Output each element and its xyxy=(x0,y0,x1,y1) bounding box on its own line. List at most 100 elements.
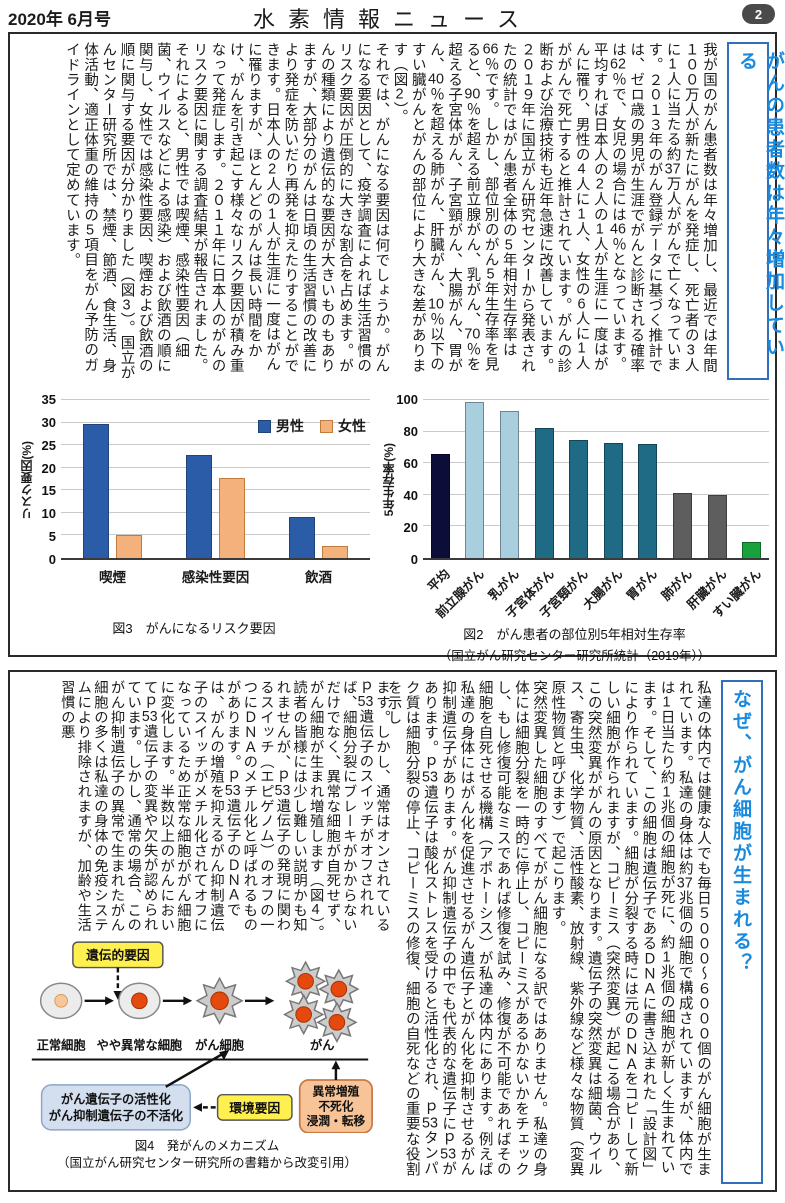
top-headline-box: がんの患者数は年々増加している xyxy=(727,42,785,380)
bar xyxy=(672,493,692,558)
x-axis-label: 感染性要因 xyxy=(181,570,250,585)
y-axis-tick: 60 xyxy=(403,456,418,471)
fig2-y-axis-ticks: 0 20 40 60 80 100 xyxy=(396,392,423,567)
carcinogenesis-diagram: 遺伝的要因 xyxy=(31,941,373,1134)
bar xyxy=(707,494,727,558)
bar xyxy=(534,428,554,558)
bottom-headline-box: なぜ、がん細胞が生まれる？ xyxy=(721,680,763,1184)
gridline xyxy=(61,421,370,423)
fig2-x-axis-labels: 平均 前立腺がん 乳がん 子宮体がん 子宮頸がん 大腸がん 胃がん 肺がん 肝臓がん すい臓がん xyxy=(423,560,769,622)
bar-group xyxy=(534,400,554,558)
page-header: 2020年 6月号 水素情報ニュース 2 xyxy=(0,0,785,32)
gridline xyxy=(423,399,769,400)
y-axis-tick: 20 xyxy=(403,520,418,535)
normal-cell-nucleus xyxy=(54,993,68,1008)
gridline xyxy=(61,444,370,446)
top-article-section: 我が国のがん患者数は年々増加し、最近では年間１００万人が新たにがんを発症し、死亡… xyxy=(8,32,785,663)
gridline xyxy=(423,525,769,527)
gridline xyxy=(61,399,370,400)
figure2-survival-rate-chart: 5年生存率(%) 0 20 40 60 80 100 平均 前立腺がん 乳がん 子宮体がん 子宮頸… xyxy=(380,392,769,664)
abnormal-growth-line1: 異常増殖 xyxy=(312,1085,359,1099)
genetic-factor-box xyxy=(72,941,164,969)
bar xyxy=(219,477,245,558)
bar-group xyxy=(638,400,658,558)
genetic-factor-label: 遺伝的要因 xyxy=(85,948,150,963)
abnormal-growth-line3: 浸潤・転移 xyxy=(307,1114,366,1128)
gridline xyxy=(61,489,370,491)
legend-item: 女性 xyxy=(320,416,366,436)
bar xyxy=(499,411,519,558)
cancer-cluster-nucleus xyxy=(295,1006,312,1023)
fig2-y-axis-title: 5年生存率(%) xyxy=(381,443,396,517)
bar-group xyxy=(465,400,485,558)
bar xyxy=(322,546,348,558)
bar-group xyxy=(569,400,589,558)
x-axis-label: すい臓がん xyxy=(710,566,765,621)
bar xyxy=(116,534,142,558)
bottom-paragraph-2b: ます。しかし、通常はオンされているｐ53遺伝子のスイッチがオフされれば、細胞分裂… xyxy=(307,680,390,940)
bar xyxy=(83,423,109,558)
bar xyxy=(569,439,589,558)
arrowhead xyxy=(219,1049,230,1060)
arrow-to-cancer-cell xyxy=(165,1053,223,1088)
fig2-caption: 図2 がん患者の部位別5年相対生存率 xyxy=(463,627,686,642)
gridline xyxy=(423,430,769,432)
arrowhead xyxy=(183,996,193,1006)
figure4-diagram: 遺伝的要因 xyxy=(24,940,390,1172)
gene-activation-line2: がん抑制遺伝子の不活化 xyxy=(49,1108,184,1123)
fig3-legend: 男性 女性 xyxy=(258,416,366,436)
bar xyxy=(638,444,658,558)
fig4-caption-line1: 図4 発がんのメカニズム xyxy=(134,1139,280,1153)
bar-group xyxy=(499,400,519,558)
bar xyxy=(603,442,623,558)
y-axis-tick: 100 xyxy=(396,392,418,407)
cancer-cell-nucleus xyxy=(210,991,229,1011)
cancer-label: がん xyxy=(310,1038,334,1053)
gridline xyxy=(61,534,370,536)
bar-group xyxy=(603,400,623,558)
gridline xyxy=(61,466,370,468)
bottom-article-section: ます。しかし、通常はオンされているｐ53遺伝子のスイッチがオフされれば、細胞分裂… xyxy=(8,670,777,1192)
legend-item: 男性 xyxy=(258,416,304,436)
y-axis-tick: 5 xyxy=(48,529,56,545)
fig4-caption-line2: （国立がん研究センター研究所の書籍から改変引用） xyxy=(56,1155,357,1170)
bar-group xyxy=(83,400,142,558)
legend-swatch xyxy=(320,419,333,433)
normal-cell-label: 正常細胞 xyxy=(37,1038,87,1053)
bar-group xyxy=(672,400,692,558)
cancer-cluster-nucleus xyxy=(330,980,348,998)
environment-factor-label: 環境要因 xyxy=(229,1100,280,1115)
bottom-paragraph-3: 読者の皆様には少し難しい説明かも知れませんが、ｐ53遺伝子の発現に関わるスイッチ… xyxy=(58,680,308,933)
bar-group xyxy=(742,400,762,558)
arrowhead xyxy=(193,1102,202,1112)
y-axis-tick: 35 xyxy=(41,392,56,407)
bottom-headline: なぜ、がん細胞が生まれる？ xyxy=(730,689,752,975)
bar xyxy=(742,542,762,558)
arrowhead xyxy=(105,996,114,1006)
gridline xyxy=(423,462,769,464)
issue-label: 2020年 6月号 xyxy=(8,10,111,29)
gene-activation-box xyxy=(40,1084,191,1131)
gridline xyxy=(61,511,370,513)
top-article-text: 我が国のがん患者数は年々増加し、最近では年間１００万人が新たにがんを発症し、死亡… xyxy=(18,42,718,382)
fig3-y-axis-ticks: 0 5 10 15 20 25 30 35 xyxy=(34,392,61,567)
top-paragraph-2: それでは、がんになる要因は何でしょうか。がんになる要因として、疫学調査によれば生… xyxy=(63,42,390,381)
bar-group xyxy=(186,400,245,558)
y-axis-tick: 15 xyxy=(41,483,56,499)
top-paragraph-1: 我が国のがん患者数は年々増加し、最近では年間１００万人が新たにがんを発症し、死亡… xyxy=(391,42,717,374)
bar xyxy=(430,453,450,558)
arrowhead xyxy=(265,996,275,1006)
y-axis-tick: 20 xyxy=(41,460,56,476)
fig3-caption: 図3 がんになるリスク要因 xyxy=(112,621,276,636)
cancer-cluster-nucleus xyxy=(328,1014,346,1031)
top-headline: がんの患者数は年々増加している xyxy=(736,51,785,359)
fig3-y-axis-title: リスク要因(%) xyxy=(19,440,34,520)
abnormal-cell-nucleus xyxy=(131,992,148,1010)
y-axis-tick: 40 xyxy=(403,488,418,503)
cancer-cell-label: がん細胞 xyxy=(195,1038,245,1053)
abnormal-growth-line2: 不死化 xyxy=(318,1099,353,1113)
bottom-paragraph-1: 私達の体内では健康な人でも毎日５０００～６０００個のがん細胞が生まれています。私… xyxy=(549,680,711,1177)
bottom-article-text-continued: ます。しかし、通常はオンされているｐ53遺伝子のスイッチがオフされれば、細胞分裂… xyxy=(18,680,390,940)
gene-activation-line1: がん遺伝子の活性化 xyxy=(61,1091,172,1106)
